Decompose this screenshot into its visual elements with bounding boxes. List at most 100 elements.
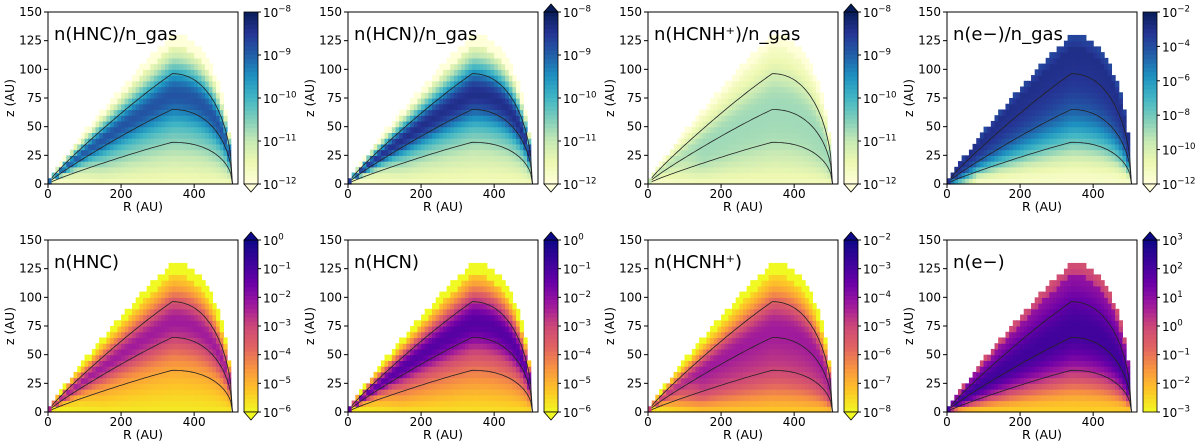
heat-cell	[146, 337, 151, 344]
heat-cell	[117, 366, 122, 373]
heat-cell	[157, 394, 162, 402]
heat-cell	[450, 149, 455, 156]
heat-cell	[764, 92, 770, 99]
heat-cell	[205, 303, 210, 310]
panel-title: n(HNC)	[54, 252, 119, 273]
heat-cell	[724, 166, 729, 174]
heat-cell	[208, 132, 214, 139]
heat-cell	[457, 80, 462, 88]
heat-cell	[201, 383, 206, 390]
heat-cell	[77, 155, 82, 162]
heat-cell	[786, 40, 792, 47]
heat-cell	[161, 308, 166, 316]
heat-cell	[121, 320, 126, 327]
heat-cell	[201, 80, 206, 88]
heat-cell	[823, 149, 828, 156]
colorbar-segment	[244, 55, 258, 60]
heat-cell	[172, 57, 177, 65]
heat-cell	[464, 103, 470, 111]
heat-cell	[1118, 132, 1123, 139]
heat-cell	[1115, 132, 1120, 139]
heat-cell	[197, 326, 203, 333]
heat-cell	[219, 389, 224, 396]
heat-cell	[688, 155, 693, 162]
x-axis-label: R (AU)	[723, 199, 763, 214]
x-tick-label: 0	[44, 415, 52, 429]
heat-cell	[417, 132, 422, 139]
heat-cell	[432, 161, 437, 168]
heat-cell	[186, 52, 192, 59]
heat-cell	[468, 57, 473, 65]
heat-cell	[757, 138, 762, 145]
heat-cell	[965, 178, 970, 185]
heat-cell	[1038, 161, 1043, 168]
heat-cell	[1122, 109, 1127, 116]
heat-cell	[816, 120, 821, 128]
heat-cell	[113, 343, 119, 350]
heat-cell	[66, 166, 71, 174]
heat-cell	[486, 115, 492, 122]
contour-line	[651, 109, 833, 185]
heat-cell	[816, 172, 821, 179]
heat-cell	[750, 52, 755, 59]
heat-cell	[388, 354, 393, 361]
heat-cell	[124, 109, 129, 116]
heat-cell	[1056, 80, 1061, 88]
heat-cell	[443, 326, 448, 333]
heat-cell	[1031, 80, 1036, 88]
heat-cell	[775, 172, 781, 179]
heat-cell	[161, 178, 166, 185]
heat-cell	[519, 161, 524, 168]
heat-cell	[153, 354, 159, 361]
heat-cell	[446, 86, 451, 93]
heat-cell	[479, 46, 484, 53]
heat-cell	[172, 138, 177, 145]
y-axis-label: z (AU)	[602, 79, 617, 117]
heat-cell	[527, 138, 532, 145]
heat-cell	[739, 69, 744, 76]
heat-cell	[391, 132, 397, 139]
heat-cell	[691, 172, 697, 179]
heat-cell	[472, 98, 477, 105]
heat-cell	[183, 383, 188, 390]
heat-cell	[464, 366, 470, 373]
heat-cell	[186, 406, 192, 413]
heat-cell	[223, 178, 228, 185]
heat-cell	[501, 63, 506, 70]
heat-cell	[439, 308, 444, 316]
heat-cell	[1082, 149, 1087, 156]
heat-cell	[816, 138, 821, 145]
contour-line	[351, 73, 533, 185]
contour-line	[651, 141, 833, 185]
heat-cell	[508, 155, 514, 162]
colorbar-segment	[844, 158, 858, 163]
heat-cell	[117, 360, 122, 367]
heat-cell	[1107, 143, 1113, 151]
heat-cell	[801, 115, 806, 122]
heat-cell	[186, 394, 192, 402]
heat-cell	[172, 348, 177, 356]
heat-cell	[77, 394, 82, 402]
heat-cell	[190, 297, 195, 304]
heat-cell	[358, 161, 364, 168]
heat-cell	[805, 155, 810, 162]
heat-cell	[479, 75, 484, 82]
heat-cell	[519, 172, 524, 179]
heat-cell	[823, 109, 828, 116]
heat-cell	[1034, 166, 1039, 174]
heat-cell	[197, 149, 203, 156]
heat-cell	[743, 69, 748, 76]
heat-cell	[801, 75, 806, 82]
heat-cell	[402, 377, 408, 384]
heat-cell	[216, 371, 221, 379]
heat-cell	[380, 138, 386, 145]
heat-cell	[157, 360, 162, 367]
heat-cell	[99, 138, 104, 145]
heat-cell	[468, 34, 473, 42]
heat-cell	[443, 343, 448, 350]
heat-cell	[223, 138, 228, 145]
heat-cell	[128, 166, 133, 174]
heat-cell	[1111, 103, 1116, 111]
heat-cell	[801, 92, 806, 99]
heat-cell	[362, 383, 367, 390]
